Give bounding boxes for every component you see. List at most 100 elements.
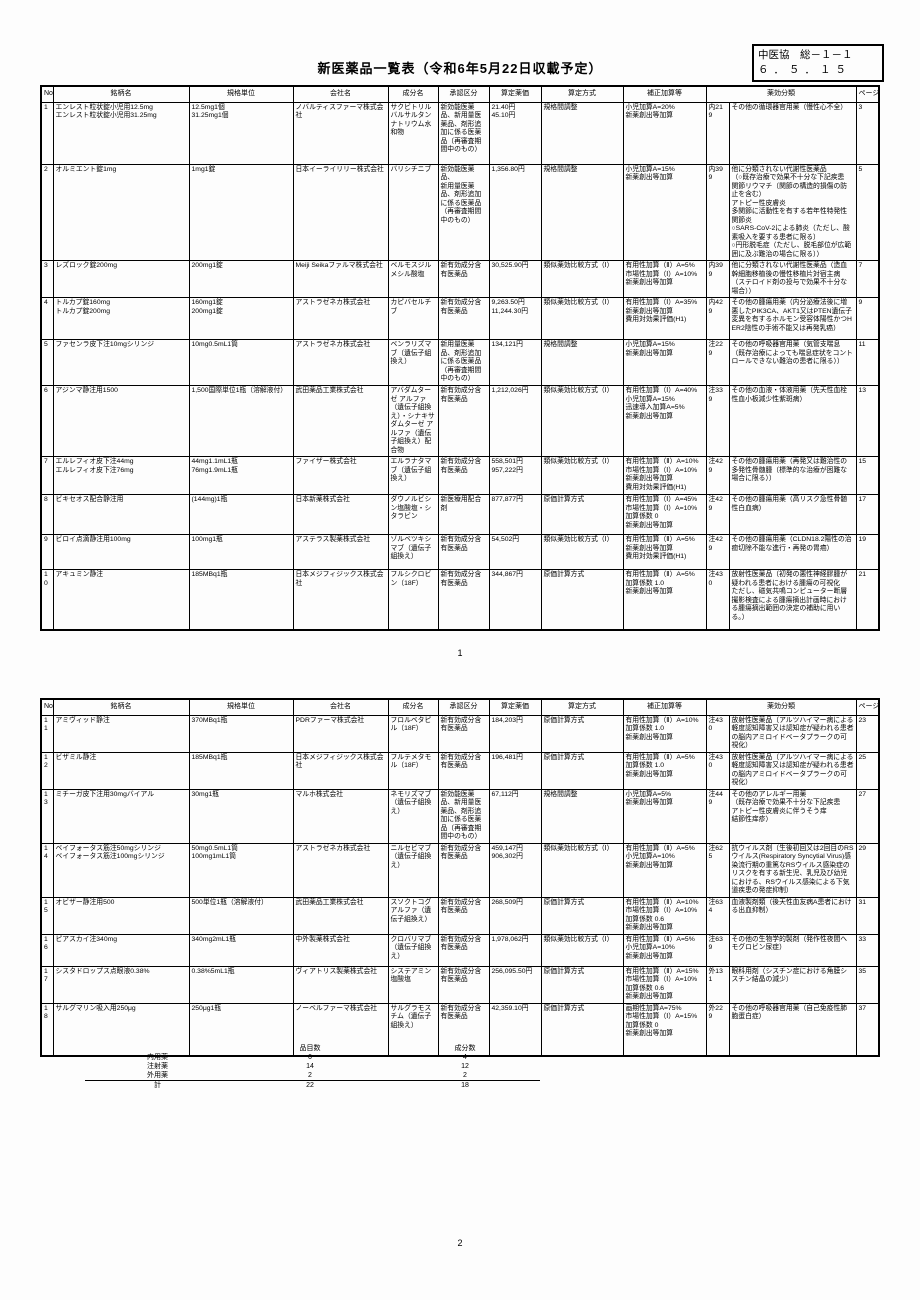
cell-addition: 小児加算A=20% 新薬創出等加算	[622, 102, 707, 165]
cell-ingredient: エルラナタマブ（遺伝子組換え）	[387, 456, 439, 496]
cell-no: 6	[40, 385, 54, 458]
cell-addition: 有用性加算（Ⅰ）A=40% 小児加算A=15% 迅速導入加算A=5% 新薬創出等…	[622, 385, 707, 458]
cell-spec: 1,500国際単位1瓶（溶解液付）	[188, 385, 294, 458]
cell-company: PDRファーマ株式会社	[292, 715, 389, 753]
cell-brand: ビザミル静注	[52, 751, 190, 790]
cell-no: 11	[40, 715, 54, 753]
cell-addition: 有用性加算（Ⅱ）A=5% 市場性加算（Ⅰ）A=10% 新薬創出等加算	[622, 260, 707, 299]
cell-no: 13	[40, 788, 54, 844]
cell-spec: 340mg2mL1瓶	[188, 933, 294, 967]
drug-row: 6 アジンマ静注用1500 1,500国際単位1瓶（溶解液付） 武田薬品工業株式会社ア…	[40, 385, 880, 458]
cell-code: 外131	[705, 965, 730, 1004]
cell-price: 30,525.90円	[488, 260, 542, 299]
cell-no: 5	[40, 339, 54, 387]
cell-code: 内399	[705, 163, 730, 262]
cell-category: その他の呼吸器官用薬（気管支喘息（既存治療によっても喘息症状をコントロールできな…	[728, 339, 857, 387]
cell-page: 35	[855, 965, 880, 1004]
cell-approval: 新有効成分含有医薬品	[437, 456, 490, 496]
cell-brand: アミヴィッド静注	[52, 715, 190, 753]
cell-company: アストラゼネカ株式会社	[292, 339, 389, 387]
cell-method: 原価計算方式	[540, 896, 624, 935]
cell-price: 459,147円 906,302円	[488, 842, 542, 898]
cell-no: 4	[40, 297, 54, 341]
drug-row: 16 ピアスカイ注340mg 340mg2mL1瓶 中外製薬株式会社 クロバリマブ（遺伝…	[40, 933, 880, 967]
cell-price: 558,501円 957,222円	[488, 456, 542, 496]
cell-page: 37	[855, 1002, 880, 1057]
cell-company: 日本メジフィジックス株式会社	[292, 751, 389, 790]
cell-code: 内399	[705, 260, 730, 299]
cell-brand: シスタドロップス点眼液0.38%	[52, 965, 190, 1004]
cell-no: 18	[40, 1002, 54, 1057]
drug-row: 9 ビロイ点滴静注用100mg 100mg1瓶 アステラス製薬株式会社 ゾルベツキシマブ…	[40, 534, 880, 571]
cell-brand: ベイフォータス筋注50mgシリンジ ベイフォータス筋注100mgシリンジ	[52, 842, 190, 898]
cell-addition: 有用性加算（Ⅱ）A=5% 加算係数 1.0 新薬創出等加算	[622, 569, 707, 631]
cell-no: 9	[40, 534, 54, 571]
cell-addition: 有用性加算（Ⅱ）A=5% 小児加算A=10% 新薬創出等加算	[622, 933, 707, 967]
cell-page: 25	[855, 751, 880, 790]
cell-code: 注229	[705, 339, 730, 387]
cell-code: 内429	[705, 297, 730, 341]
cell-ingredient: ベンラリズマブ（遺伝子組換え）	[387, 339, 439, 387]
cell-method: 規格間調整	[540, 163, 624, 262]
cell-company: ファイザー株式会社	[292, 456, 389, 496]
cell-category: その他の呼吸器官用薬（自己免疫性肺胞蛋白症）	[728, 1002, 857, 1057]
cell-ingredient: フルシクロビン（18F）	[387, 569, 439, 631]
cell-approval: 新効能医薬品、新用量医薬品、剤形追加に係る医薬品（再審査期間中のもの）	[437, 102, 490, 165]
column-header-approval: 承認区分	[437, 85, 490, 103]
cell-approval: 新有効成分含有医薬品	[437, 715, 490, 753]
totals-header-blank	[85, 1044, 230, 1053]
cell-brand: ピアスカイ注340mg	[52, 933, 190, 967]
cell-spec: 1mg1錠	[188, 163, 294, 262]
cell-ingredient: フルテメタモル（18F）	[387, 751, 439, 790]
column-header-spec: 規格単位	[188, 698, 294, 716]
cell-approval: 新有効成分含有医薬品	[437, 569, 490, 631]
drug-row: 14 ベイフォータス筋注50mgシリンジ ベイフォータス筋注100mgシリンジ 50…	[40, 842, 880, 898]
cell-code: 注625	[705, 842, 730, 898]
cell-spec: 100mg1瓶	[188, 534, 294, 571]
totals-header-items: 品目数	[299, 1045, 321, 1052]
cell-page: 15	[855, 456, 880, 496]
column-header-method: 算定方式	[540, 85, 624, 103]
cell-ingredient: バリシチニブ	[387, 163, 439, 262]
column-header-ingredient: 成分名	[387, 85, 439, 103]
cell-method: 規格間調整	[540, 339, 624, 387]
cell-price: 196,481円	[488, 751, 542, 790]
cell-page: 21	[855, 569, 880, 631]
cell-code: 注429	[705, 456, 730, 496]
cell-company: Meiji Seikaファルマ株式会社	[292, 260, 389, 299]
cell-price: 256,095.50円	[488, 965, 542, 1004]
cell-spec: 12.5mg1個 31.25mg1個	[188, 102, 294, 165]
cell-page: 27	[855, 788, 880, 844]
cell-spec: 30mg1瓶	[188, 788, 294, 844]
cell-ingredient: フロルベタピル（18F）	[387, 715, 439, 753]
cell-brand: アジンマ静注用1500	[52, 385, 190, 458]
cell-ingredient: サクビトリルバルサルタンナトリウム水和物	[387, 102, 439, 165]
cell-approval: 新有効成分含有医薬品	[437, 297, 490, 341]
column-header-brand: 銘柄名	[52, 85, 190, 103]
drug-row: 2 オルミエント錠1mg 1mg1錠 日本イーライリリー株式会社 バリシチニブ 新効能医薬…	[40, 163, 880, 262]
cell-spec: 500単位1瓶（溶解液付）	[188, 896, 294, 935]
cell-page: 9	[855, 297, 880, 341]
cell-category: その他の腫瘍用薬（高リスク急性骨髄性白血病）	[728, 494, 857, 536]
totals-cell-ingredients: 18	[390, 1080, 540, 1091]
cell-approval: 新用量医薬品、剤形追加に係る医薬品 （再審査期間中のもの）	[437, 339, 490, 387]
cell-no: 2	[40, 163, 54, 262]
cell-ingredient: ゾルベツキシマブ（遺伝子組換え）	[387, 534, 439, 571]
cell-category: 他に分類されない代謝性医薬品（造血幹細胞移植後の慢性移植片対宿主病（ステロイド剤…	[728, 260, 857, 299]
cell-no: 12	[40, 751, 54, 790]
cell-brand: アキュミン静注	[52, 569, 190, 631]
cell-code: 注639	[705, 933, 730, 967]
cell-page: 3	[855, 102, 880, 165]
totals-table: 品目数 成分数 内用薬 6 4 注射薬 14 12 外用薬 2 2 計 22 18	[85, 1044, 540, 1091]
cell-addition: 有用性加算（Ⅱ）A=5% 加算係数 1.0 新薬創出等加算	[622, 751, 707, 790]
cell-ingredient: ニルセビマブ（遺伝子組換え）	[387, 842, 439, 898]
column-header-company: 会社名	[292, 85, 389, 103]
cell-company: マルホ株式会社	[292, 788, 389, 844]
totals-cell-items: 14	[306, 1063, 314, 1071]
drug-row: 18 サルグマリン吸入用250μg 250μg1瓶 ノーベルファーマ株式会社 サルグラモ…	[40, 1002, 880, 1057]
cell-method: 類似薬効比較方式（Ⅰ）	[540, 933, 624, 967]
cell-page: 33	[855, 933, 880, 967]
cell-spec: 160mg1錠 200mg1錠	[188, 297, 294, 341]
ref-line-2: ６．５．１５	[758, 64, 851, 77]
totals-cell-ingredients: 2	[463, 1072, 467, 1080]
